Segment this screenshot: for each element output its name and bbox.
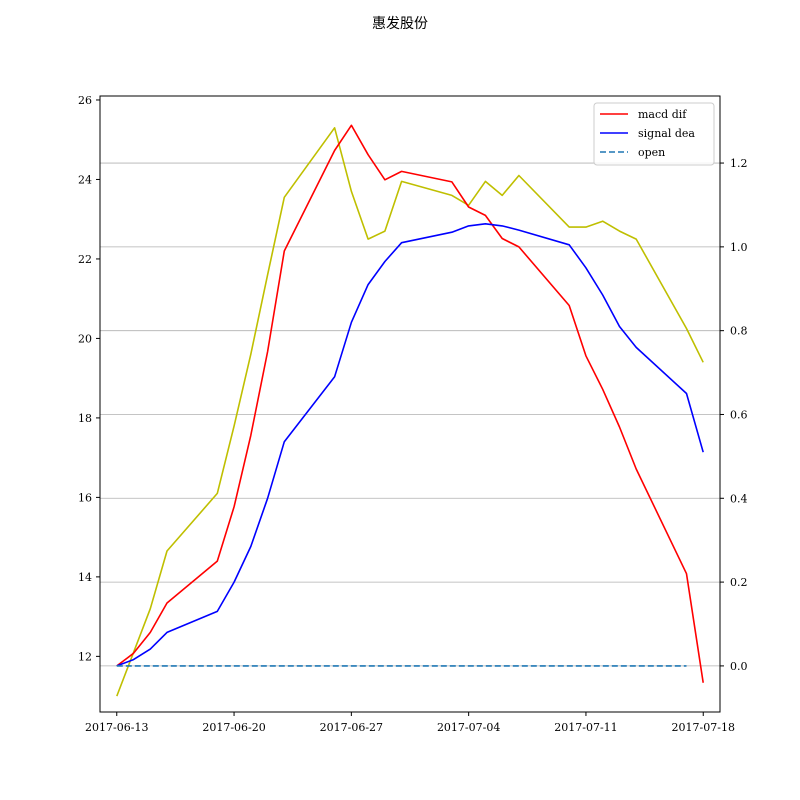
legend-box bbox=[593, 102, 715, 166]
right-y-axis: 0.0 0.2 0.4 0.6 0.8 1.0 1.2 bbox=[720, 157, 748, 673]
x-tick-label: 2017-07-11 bbox=[554, 721, 617, 734]
series-line-macd-dif bbox=[116, 124, 704, 683]
x-tick-label: 2017-06-27 bbox=[320, 721, 383, 734]
plot-area bbox=[116, 124, 704, 697]
left-y-tick-label: 18 bbox=[78, 412, 92, 425]
gridlines bbox=[100, 162, 720, 667]
x-axis: 2017-06-13 2017-06-20 2017-06-27 2017-07-04… bbox=[85, 712, 735, 734]
left-y-tick-label: 16 bbox=[78, 491, 92, 504]
legend-label: open bbox=[638, 146, 665, 159]
price-line bbox=[116, 127, 704, 697]
legend: macd dif signal dea open bbox=[593, 102, 715, 166]
right-y-tick-label: 0.2 bbox=[730, 576, 748, 589]
right-y-tick-label: 1.2 bbox=[730, 157, 748, 170]
right-y-tick-label: 1.0 bbox=[730, 241, 748, 254]
chart-title: 惠发股份 bbox=[372, 16, 428, 32]
x-tick-label: 2017-06-13 bbox=[85, 721, 148, 734]
x-tick-label: 2017-07-04 bbox=[437, 721, 500, 734]
legend-label: macd dif bbox=[638, 108, 687, 121]
plot-frame bbox=[99, 95, 721, 713]
left-y-tick-label: 24 bbox=[78, 173, 92, 186]
series-line-signal-dea bbox=[116, 223, 704, 667]
x-tick-label: 2017-07-18 bbox=[672, 721, 735, 734]
left-y-tick-label: 14 bbox=[78, 571, 92, 584]
right-y-tick-label: 0.8 bbox=[730, 325, 748, 338]
right-y-tick-label: 0.4 bbox=[730, 492, 748, 505]
left-y-tick-label: 26 bbox=[78, 94, 92, 107]
x-tick-label: 2017-06-20 bbox=[202, 721, 265, 734]
right-y-tick-label: 0.6 bbox=[730, 408, 748, 421]
legend-label: signal dea bbox=[638, 127, 695, 140]
left-y-tick-label: 12 bbox=[78, 650, 92, 663]
right-y-tick-label: 0.0 bbox=[730, 660, 748, 673]
left-y-axis: 12 14 16 18 20 22 24 26 bbox=[78, 94, 100, 663]
left-y-tick-label: 22 bbox=[78, 253, 92, 266]
left-y-tick-label: 20 bbox=[78, 332, 92, 345]
